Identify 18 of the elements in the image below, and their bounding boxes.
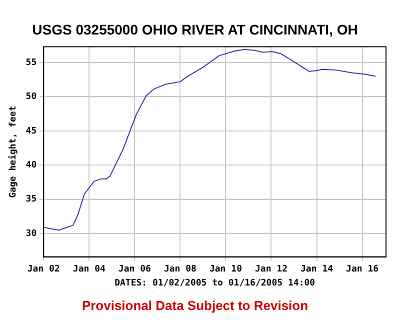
x-tick-label: Jan 06 xyxy=(118,264,151,275)
x-tick-label: Jan 08 xyxy=(164,264,196,275)
y-tick-label: 30 xyxy=(26,228,37,239)
x-tick-label: Jan 10 xyxy=(209,264,242,275)
y-tick-label: 50 xyxy=(26,92,37,102)
text: Provisional Data Subject to Revision xyxy=(82,298,308,313)
x-tick-label: Jan 16 xyxy=(346,264,379,275)
y-tick-label: 55 xyxy=(26,58,37,68)
x-tick-label: Jan 02 xyxy=(27,264,60,275)
x-tick-label: Jan 12 xyxy=(254,264,288,275)
chart-title: USGS 03255000 OHIO RIVER AT CINCINNATI, OH xyxy=(32,21,358,38)
x-tick-label: Jan 04 xyxy=(72,264,106,275)
y-axis-title: Gage height, feet xyxy=(8,106,19,198)
y-tick-label: 45 xyxy=(26,126,37,136)
y-tick-label: 35 xyxy=(26,194,37,205)
y-tick-label: 40 xyxy=(26,160,37,170)
x-tick-label: Jan 14 xyxy=(300,264,334,275)
x-axis-title: DATES: 01/02/2005 to 01/16/2005 14:00 xyxy=(114,278,316,288)
